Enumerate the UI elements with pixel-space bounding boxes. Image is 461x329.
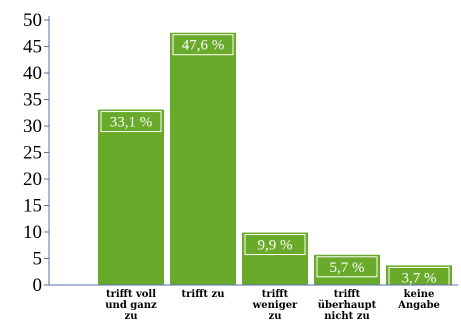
value-label: 47,6 % — [182, 38, 225, 54]
x-tick-label: trifft weniger zu — [252, 289, 298, 322]
y-axis: 0 5 10 15 20 25 30 35 40 45 50 — [23, 10, 50, 296]
value-label: 9,9 % — [258, 238, 293, 254]
x-tick-label: trifft voll und ganz zu — [105, 289, 157, 322]
value-label: 3,7 % — [402, 270, 437, 286]
bar — [98, 109, 164, 285]
bar — [386, 265, 452, 285]
y-tick-label: 25 — [23, 143, 42, 164]
y-tick-label: 30 — [23, 116, 42, 137]
y-tick-label: 50 — [23, 10, 42, 31]
x-tick-label: trifft überhaupt nicht zu — [318, 289, 377, 322]
y-tick-label: 40 — [23, 63, 42, 84]
y-tick-label: 0 — [33, 275, 43, 296]
bars: 33,1 % 47,6 % 9,9 % 5,7 % 3,7 % — [98, 32, 452, 288]
value-label-box — [316, 256, 378, 278]
x-tick-label: trifft zu — [182, 289, 225, 300]
y-tick-label: 20 — [23, 169, 42, 190]
x-tick-label: keine Angabe — [397, 289, 440, 311]
x-axis: trifft voll und ganz zu trifft zu trifft weni… — [49, 284, 458, 322]
value-label-box — [244, 234, 306, 256]
y-tick-label: 35 — [23, 90, 42, 111]
y-tick-label: 45 — [23, 37, 42, 58]
value-label-box — [172, 34, 234, 56]
bar — [314, 254, 380, 285]
value-label: 5,7 % — [330, 260, 365, 276]
bar — [242, 232, 308, 285]
y-tick-label: 10 — [23, 222, 42, 243]
bar — [170, 32, 236, 285]
value-label-box — [388, 266, 450, 288]
value-label-box — [100, 111, 162, 133]
y-tick-label: 5 — [33, 249, 43, 270]
y-tick-label: 15 — [23, 196, 42, 217]
value-label: 33,1 % — [110, 115, 153, 131]
